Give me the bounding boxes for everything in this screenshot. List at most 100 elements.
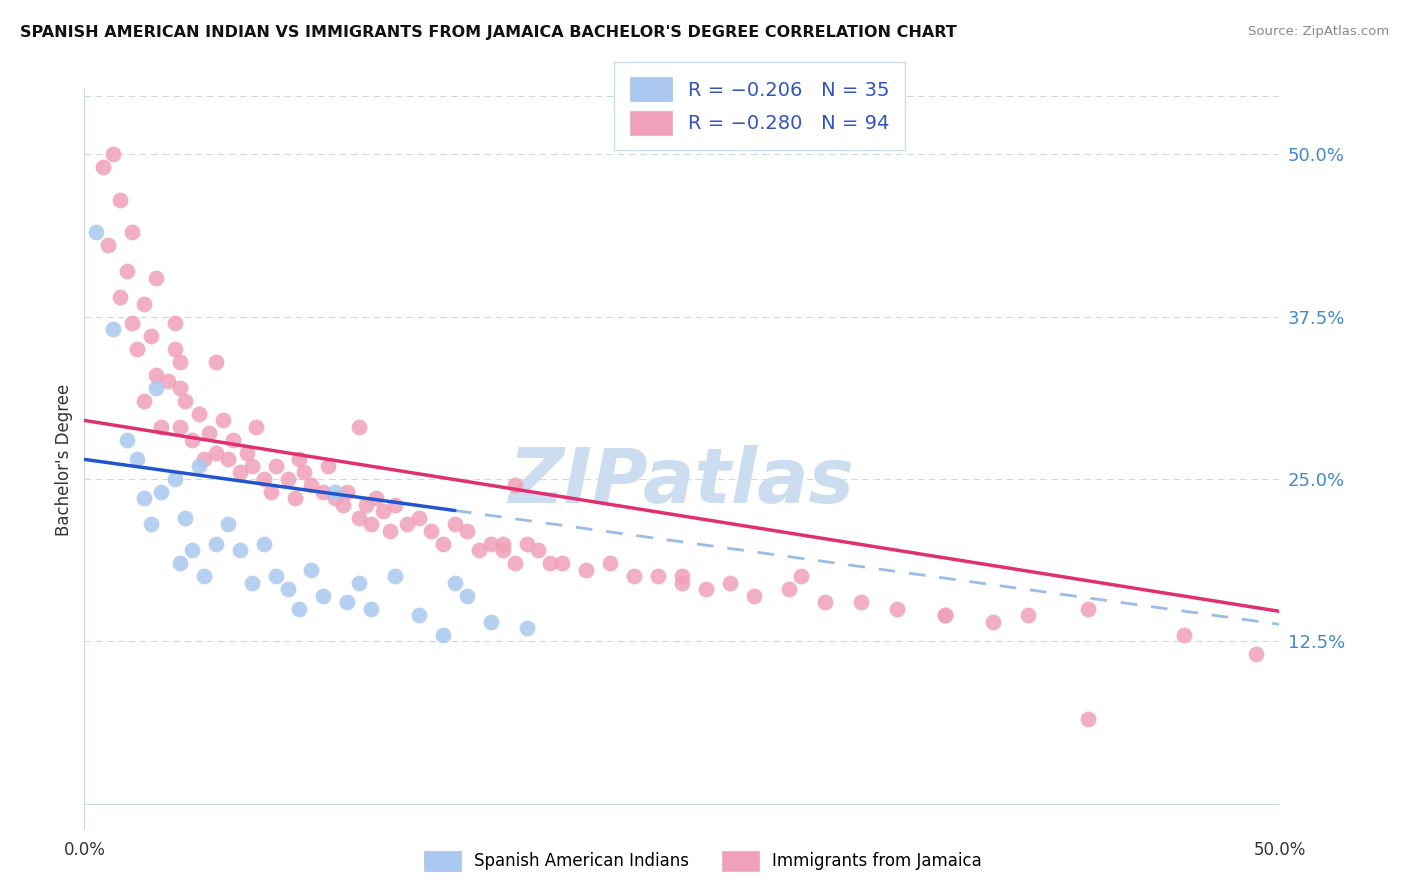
Point bbox=[193, 452, 215, 467]
Point bbox=[132, 393, 156, 408]
Point bbox=[173, 393, 195, 408]
Point bbox=[671, 569, 693, 583]
Point bbox=[236, 446, 259, 460]
Point bbox=[779, 582, 801, 597]
Point bbox=[253, 472, 276, 486]
Point bbox=[188, 407, 211, 421]
Point bbox=[349, 420, 371, 434]
Point bbox=[349, 575, 371, 590]
Point bbox=[503, 556, 526, 570]
Point bbox=[117, 264, 139, 278]
Point bbox=[356, 498, 378, 512]
Point bbox=[516, 537, 538, 551]
Point bbox=[181, 543, 204, 558]
Point bbox=[479, 615, 502, 629]
Point bbox=[301, 478, 323, 492]
Point bbox=[193, 569, 215, 583]
Point bbox=[432, 537, 454, 551]
Point bbox=[408, 608, 430, 623]
Point bbox=[169, 420, 191, 434]
Point bbox=[468, 543, 491, 558]
Point bbox=[599, 556, 621, 570]
Text: SPANISH AMERICAN INDIAN VS IMMIGRANTS FROM JAMAICA BACHELOR'S DEGREE CORRELATION: SPANISH AMERICAN INDIAN VS IMMIGRANTS FR… bbox=[20, 25, 956, 40]
Point bbox=[125, 452, 148, 467]
Point bbox=[1173, 628, 1195, 642]
Point bbox=[86, 225, 108, 239]
Point bbox=[503, 478, 526, 492]
Point bbox=[444, 517, 467, 532]
Point bbox=[325, 484, 347, 499]
Point bbox=[373, 504, 395, 518]
Point bbox=[540, 556, 562, 570]
Point bbox=[149, 420, 172, 434]
Point bbox=[110, 193, 132, 207]
Point bbox=[492, 537, 515, 551]
Point bbox=[814, 595, 837, 609]
Point bbox=[432, 628, 454, 642]
Point bbox=[101, 147, 124, 161]
Point bbox=[121, 225, 143, 239]
Point bbox=[479, 537, 502, 551]
Point bbox=[245, 420, 267, 434]
Point bbox=[205, 446, 228, 460]
Point bbox=[981, 615, 1004, 629]
Point bbox=[101, 322, 124, 336]
Point bbox=[97, 238, 120, 252]
Point bbox=[384, 498, 406, 512]
Point bbox=[288, 601, 311, 615]
Point bbox=[312, 589, 335, 603]
Point bbox=[886, 601, 908, 615]
Point bbox=[301, 563, 323, 577]
Point bbox=[575, 563, 598, 577]
Point bbox=[695, 582, 717, 597]
Point bbox=[145, 270, 167, 285]
Point bbox=[264, 569, 287, 583]
Point bbox=[444, 575, 467, 590]
Point bbox=[647, 569, 669, 583]
Point bbox=[527, 543, 550, 558]
Point bbox=[1077, 601, 1099, 615]
Point bbox=[132, 296, 156, 310]
Point bbox=[284, 491, 307, 506]
Point bbox=[851, 595, 873, 609]
Point bbox=[360, 601, 382, 615]
Point bbox=[551, 556, 574, 570]
Point bbox=[790, 569, 813, 583]
Point bbox=[181, 433, 204, 447]
Point bbox=[516, 621, 538, 635]
Point bbox=[169, 381, 191, 395]
Point bbox=[165, 342, 187, 356]
Point bbox=[456, 524, 478, 538]
Point bbox=[742, 589, 765, 603]
Point bbox=[1077, 712, 1099, 726]
Point bbox=[141, 517, 163, 532]
Point bbox=[217, 452, 239, 467]
Point bbox=[169, 556, 191, 570]
Point bbox=[360, 517, 382, 532]
Point bbox=[121, 316, 143, 330]
Point bbox=[212, 413, 235, 427]
Point bbox=[149, 484, 172, 499]
Point bbox=[456, 589, 478, 603]
Point bbox=[492, 543, 515, 558]
Point bbox=[332, 498, 354, 512]
Point bbox=[117, 433, 139, 447]
Point bbox=[110, 290, 132, 304]
Point bbox=[408, 511, 430, 525]
Point bbox=[312, 484, 335, 499]
Text: ZIPatlas: ZIPatlas bbox=[509, 444, 855, 518]
Point bbox=[205, 537, 228, 551]
Point bbox=[260, 484, 283, 499]
Point bbox=[240, 575, 263, 590]
Point bbox=[221, 433, 243, 447]
Point bbox=[1244, 647, 1267, 661]
Point bbox=[145, 368, 167, 382]
Point bbox=[93, 160, 115, 174]
Point bbox=[157, 375, 180, 389]
Point bbox=[145, 381, 167, 395]
Point bbox=[205, 355, 228, 369]
Point bbox=[420, 524, 443, 538]
Point bbox=[173, 511, 195, 525]
Point bbox=[141, 329, 163, 343]
Point bbox=[380, 524, 402, 538]
